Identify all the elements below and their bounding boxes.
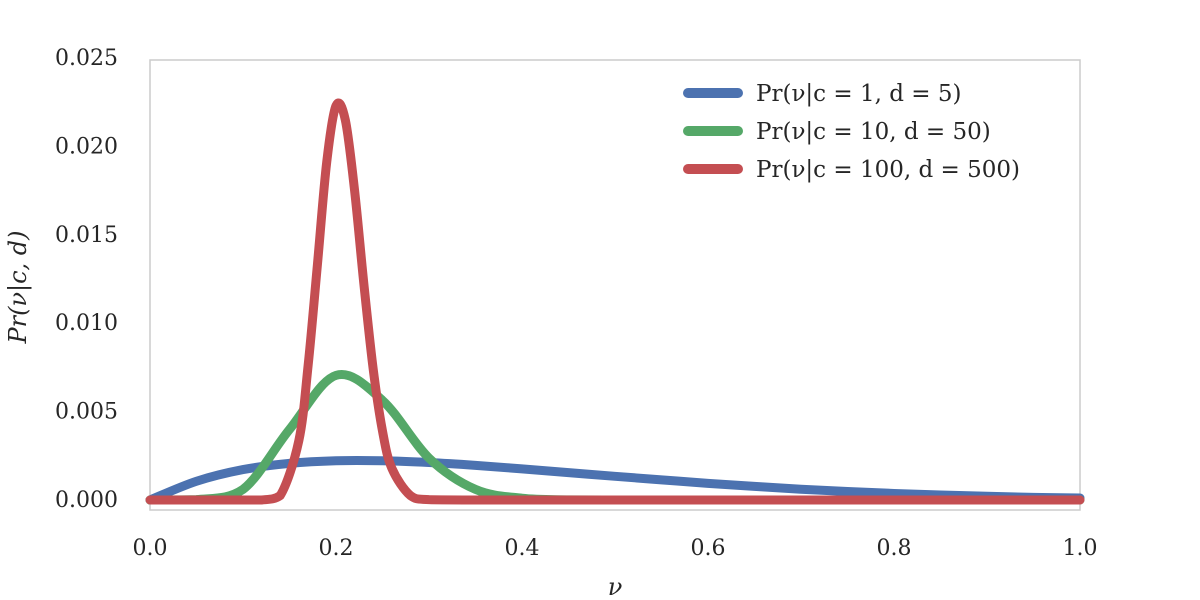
x-tick-label: 1.0 (1063, 536, 1098, 561)
x-axis-title: ν (608, 573, 623, 600)
x-tick-label: 0.8 (877, 536, 912, 561)
y-tick-label: 0.020 (55, 134, 118, 159)
x-axis-ticks: 0.0 0.2 0.4 0.6 0.8 1.0 (133, 536, 1098, 561)
x-tick-label: 0.0 (133, 536, 168, 561)
series-line-1 (145, 455, 1085, 505)
y-tick-label: 0.015 (55, 223, 118, 248)
y-tick-label: 0.010 (55, 311, 118, 336)
plot-area-frame (149, 59, 1081, 511)
x-tick-label: 0.6 (691, 536, 726, 561)
series-line-3 (145, 98, 1085, 505)
legend-label-3: Pr(ν|c = 100, d = 500) (756, 157, 1020, 183)
y-tick-label: 0.000 (55, 488, 118, 513)
y-tick-label: 0.025 (55, 46, 118, 71)
x-tick-label: 0.4 (505, 536, 540, 561)
x-tick-label: 0.2 (319, 536, 354, 561)
legend: Pr(ν|c = 1, d = 5) Pr(ν|c = 10, d = 50) Pr… (683, 81, 1020, 183)
y-axis-title: Pr(ν|c, d) (4, 230, 33, 344)
series-lines (145, 98, 1085, 505)
y-tick-label: 0.005 (55, 400, 118, 425)
legend-label-2: Pr(ν|c = 10, d = 50) (756, 119, 991, 145)
y-axis-ticks: 0.000 0.005 0.010 0.015 0.020 0.025 (55, 46, 118, 513)
legend-label-1: Pr(ν|c = 1, d = 5) (756, 81, 961, 107)
